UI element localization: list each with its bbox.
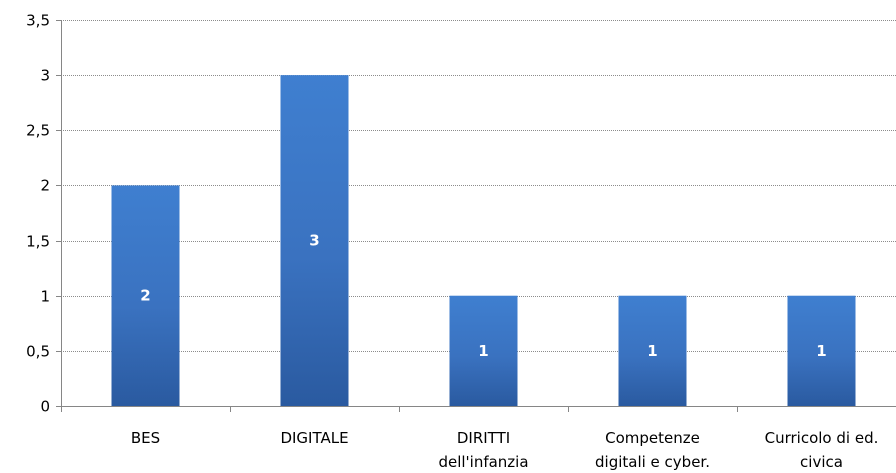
data-label: 2 bbox=[140, 287, 150, 305]
y-tick-label: 3 bbox=[40, 67, 50, 85]
bar-3 bbox=[618, 295, 687, 406]
y-tick-label: 0 bbox=[40, 398, 50, 416]
bars bbox=[111, 75, 856, 407]
x-category-label: Competenze bbox=[605, 429, 700, 447]
x-category-label: dell'infanzia bbox=[438, 453, 528, 471]
axes bbox=[56, 20, 896, 412]
y-tick-label: 1 bbox=[40, 288, 50, 306]
x-category-label: DIGITALE bbox=[280, 429, 348, 447]
bar-1 bbox=[280, 75, 349, 407]
y-tick-label: 1,5 bbox=[26, 233, 50, 251]
y-tick-label: 0,5 bbox=[26, 343, 50, 361]
data-label: 1 bbox=[816, 342, 826, 360]
data-label: 1 bbox=[478, 342, 488, 360]
data-label: 3 bbox=[309, 232, 319, 250]
x-category-label: digitali e cyber. bbox=[595, 453, 710, 471]
x-category-label: BES bbox=[131, 429, 160, 447]
y-tick-label: 3,5 bbox=[26, 12, 50, 30]
labels: 0 0,5 1 1,5 2 2,5 3 3,5 2 BES 3 DIGITALE 1 DIRITTI del… bbox=[26, 12, 878, 472]
y-tick-label: 2,5 bbox=[26, 122, 50, 140]
data-label: 1 bbox=[647, 342, 657, 360]
y-tick-label: 2 bbox=[40, 177, 50, 195]
bar-4 bbox=[787, 295, 856, 406]
x-category-label: DIRITTI bbox=[457, 429, 510, 447]
bar-2 bbox=[449, 295, 518, 406]
x-category-label: civica bbox=[800, 453, 843, 471]
x-category-label: Curricolo di ed. bbox=[765, 429, 879, 447]
bar-0 bbox=[111, 185, 180, 406]
